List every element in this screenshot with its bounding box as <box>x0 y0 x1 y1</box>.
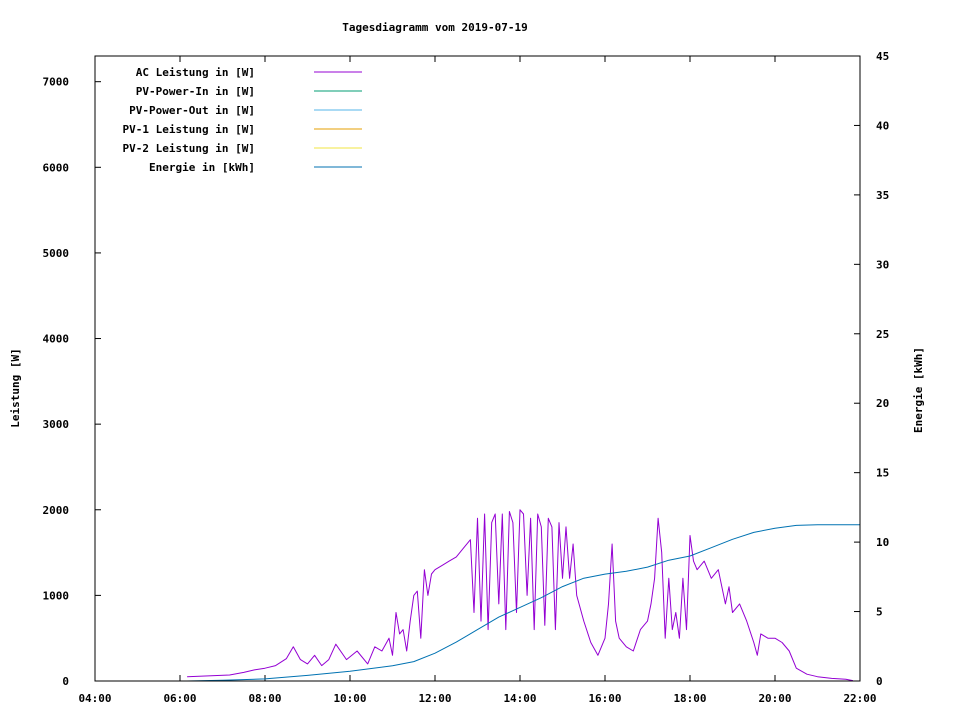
legend-label: PV-1 Leistung in [W] <box>123 123 255 136</box>
plot-frame <box>94 55 861 682</box>
y-tick-label: 6000 <box>43 161 70 174</box>
y2-tick-label: 15 <box>876 467 889 480</box>
y-tick-label: 0 <box>62 675 69 688</box>
series-layer <box>187 509 860 682</box>
legend-label: PV-Power-In in [W] <box>136 85 255 98</box>
legend: AC Leistung in [W] PV-Power-In in [W] PV-P… <box>123 66 362 174</box>
y2-tick-label: 5 <box>876 606 883 619</box>
x-tick-label: 04:00 <box>78 692 111 705</box>
legend-label: Energie in [kWh] <box>149 161 255 174</box>
y2-tick-label: 10 <box>876 536 889 549</box>
y2-tick-label: 20 <box>876 397 889 410</box>
y2-tick-label: 35 <box>876 189 889 202</box>
y2-tick-label: 30 <box>876 258 889 271</box>
series-line-1 <box>187 509 853 682</box>
x-tick-label: 20:00 <box>758 692 791 705</box>
x-tick-label: 08:00 <box>248 692 281 705</box>
y2-tick-label: 45 <box>876 50 889 63</box>
axis-ticks: 04:00 06:00 08:00 10:00 12:00 14:00 16:00 18:00… <box>43 50 890 705</box>
x-tick-label: 22:00 <box>843 692 876 705</box>
y-tick-label: 7000 <box>43 76 70 89</box>
y2-tick-label: 25 <box>876 328 889 341</box>
x-tick-label: 10:00 <box>333 692 366 705</box>
y-tick-label: 4000 <box>43 333 70 346</box>
y-tick-label: 1000 <box>43 589 70 602</box>
legend-label: AC Leistung in [W] <box>136 66 255 79</box>
y-tick-label: 5000 <box>43 247 70 260</box>
y-tick-label: 3000 <box>43 418 70 431</box>
x-tick-label: 18:00 <box>673 692 706 705</box>
legend-label: PV-2 Leistung in [W] <box>123 142 255 155</box>
chart-title: Tagesdiagramm vom 2019-07-19 <box>342 21 527 34</box>
series-line-6 <box>187 524 860 682</box>
x-tick-label: 16:00 <box>588 692 621 705</box>
y-tick-label: 2000 <box>43 504 70 517</box>
y-axis-label: Leistung [W] <box>9 348 22 427</box>
y2-tick-label: 40 <box>876 119 889 132</box>
legend-label: PV-Power-Out in [W] <box>129 104 255 117</box>
x-tick-label: 12:00 <box>418 692 451 705</box>
y2-tick-label: 0 <box>876 675 883 688</box>
x-tick-label: 06:00 <box>163 692 196 705</box>
y2-axis-label: Energie [kWh] <box>912 347 925 433</box>
x-tick-label: 14:00 <box>503 692 536 705</box>
